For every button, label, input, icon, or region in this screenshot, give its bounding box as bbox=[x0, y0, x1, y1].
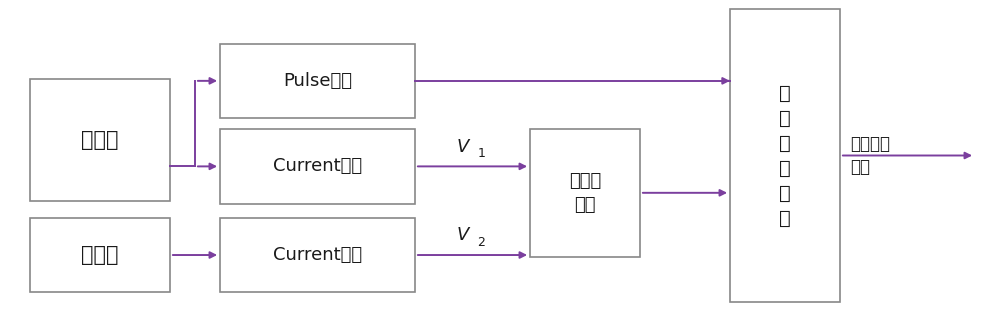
Bar bbox=[220, 218, 415, 292]
Text: 裂变室: 裂变室 bbox=[81, 130, 119, 150]
Text: 后处理
模块: 后处理 模块 bbox=[569, 172, 601, 214]
Bar bbox=[220, 44, 415, 118]
Text: V: V bbox=[456, 137, 469, 156]
Text: V: V bbox=[456, 226, 469, 244]
Text: Pulse模块: Pulse模块 bbox=[283, 72, 352, 90]
Bar bbox=[30, 79, 170, 201]
Text: Current模块: Current模块 bbox=[273, 246, 362, 264]
Bar bbox=[220, 129, 415, 204]
Text: Current模块: Current模块 bbox=[273, 157, 362, 175]
Text: 2: 2 bbox=[478, 236, 485, 249]
Text: 模
式
选
择
模
块: 模 式 选 择 模 块 bbox=[779, 83, 791, 228]
Text: 参考室: 参考室 bbox=[81, 245, 119, 265]
Text: 中子通量
输出: 中子通量 输出 bbox=[850, 135, 890, 176]
Bar bbox=[730, 9, 840, 302]
Bar bbox=[30, 218, 170, 292]
Bar bbox=[530, 129, 640, 257]
Text: 1: 1 bbox=[478, 147, 485, 160]
